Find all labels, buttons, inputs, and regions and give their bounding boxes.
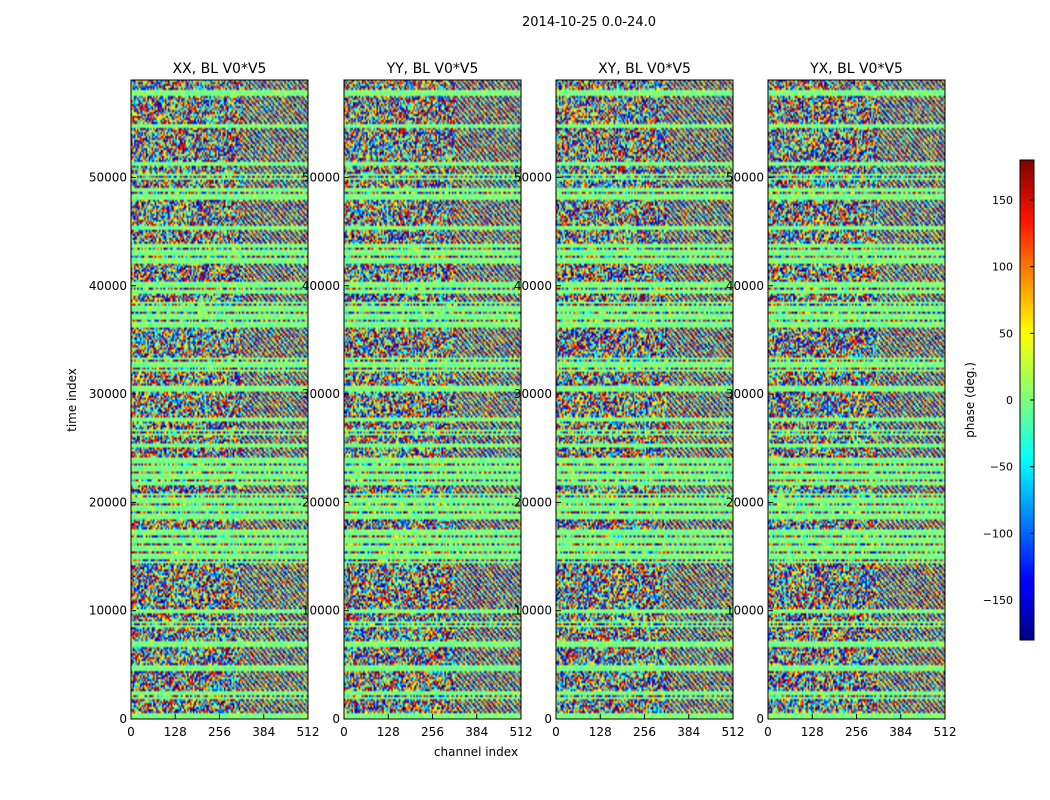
x-tick-label: 128 <box>377 725 400 739</box>
panels: XX, BL V0*V5 0 128 256 384 512 0 10000 20000 3000… <box>89 61 957 739</box>
x-axis-label: channel index <box>434 745 518 759</box>
y-tick-label: 20000 <box>302 495 340 509</box>
panel-xx: XX, BL V0*V5 0 128 256 384 512 0 10000 20000 3000… <box>89 61 320 739</box>
colorbar-ticks: −150 −100 −50 0 50 100 150 <box>983 194 1034 607</box>
panel-yy: YY, BL V0*V5 0 128 256 384 512 0 10000 20000 3000… <box>302 61 533 739</box>
colorbar: −150 −100 −50 0 50 100 150 phase (deg.) <box>963 159 1035 641</box>
y-tick-label: 0 <box>119 712 127 726</box>
y-tick-label: 10000 <box>726 604 764 618</box>
x-tick-label: 512 <box>934 725 957 739</box>
y-tick-label: 50000 <box>514 170 552 184</box>
x-tick-label: 512 <box>722 725 745 739</box>
x-tick-label: 384 <box>889 725 912 739</box>
panel-yx: YX, BL V0*V5 0 128 256 384 512 0 10000 20000 3000… <box>726 61 957 739</box>
colorbar-tick-label: −100 <box>983 527 1013 540</box>
y-tick-label: 0 <box>544 712 552 726</box>
heatmap-image <box>768 80 945 719</box>
colorbar-tick-label: 0 <box>1006 394 1013 407</box>
y-tick-label: 30000 <box>302 387 340 401</box>
y-tick-label: 40000 <box>726 279 764 293</box>
y-tick-label: 20000 <box>89 495 127 509</box>
x-tick-label: 128 <box>801 725 824 739</box>
y-tick-label: 10000 <box>89 604 127 618</box>
y-tick-label: 30000 <box>514 387 552 401</box>
y-tick-label: 0 <box>756 712 764 726</box>
y-tick-label: 20000 <box>726 495 764 509</box>
colorbar-tick-label: −50 <box>990 461 1013 474</box>
colorbar-tick-label: 150 <box>992 194 1013 207</box>
y-axis-label: time index <box>65 368 79 432</box>
colorbar-tick-label: −150 <box>983 594 1013 607</box>
y-tick-label: 40000 <box>89 279 127 293</box>
panel-title: YX, BL V0*V5 <box>809 61 903 77</box>
panel-title: XX, BL V0*V5 <box>173 61 267 77</box>
heatmap-image <box>556 80 733 719</box>
x-tick-label: 512 <box>510 725 533 739</box>
y-tick-label: 30000 <box>89 387 127 401</box>
x-tick-label: 384 <box>465 725 488 739</box>
x-tick-label: 512 <box>297 725 320 739</box>
x-tick-label: 128 <box>164 725 187 739</box>
y-tick-label: 0 <box>332 712 340 726</box>
x-tick-label: 256 <box>421 725 444 739</box>
panel-xy: XY, BL V0*V5 0 128 256 384 512 0 10000 20000 3000… <box>514 61 745 739</box>
colorbar-tick-label: 100 <box>992 261 1013 274</box>
x-tick-label: 256 <box>208 725 231 739</box>
x-tick-label: 384 <box>677 725 700 739</box>
x-tick-label: 0 <box>552 725 560 739</box>
panel-title: YY, BL V0*V5 <box>386 61 479 77</box>
x-tick-label: 0 <box>127 725 135 739</box>
colorbar-label: phase (deg.) <box>963 362 977 438</box>
y-tick-label: 10000 <box>514 604 552 618</box>
y-tick-label: 50000 <box>726 170 764 184</box>
x-tick-label: 256 <box>633 725 656 739</box>
x-tick-label: 128 <box>589 725 612 739</box>
y-tick-label: 10000 <box>302 604 340 618</box>
heatmap-image <box>344 80 521 719</box>
x-tick-label: 256 <box>845 725 868 739</box>
figure-suptitle: 2014-10-25 0.0-24.0 <box>522 15 656 30</box>
y-tick-label: 20000 <box>514 495 552 509</box>
x-tick-label: 0 <box>340 725 348 739</box>
y-tick-label: 30000 <box>726 387 764 401</box>
panel-title: XY, BL V0*V5 <box>598 61 691 77</box>
x-tick-label: 0 <box>764 725 772 739</box>
y-tick-label: 50000 <box>302 170 340 184</box>
y-tick-label: 40000 <box>302 279 340 293</box>
colorbar-tick-label: 50 <box>999 327 1013 340</box>
y-tick-label: 40000 <box>514 279 552 293</box>
y-tick-label: 50000 <box>89 170 127 184</box>
x-tick-label: 384 <box>252 725 275 739</box>
heatmap-image <box>131 80 308 719</box>
